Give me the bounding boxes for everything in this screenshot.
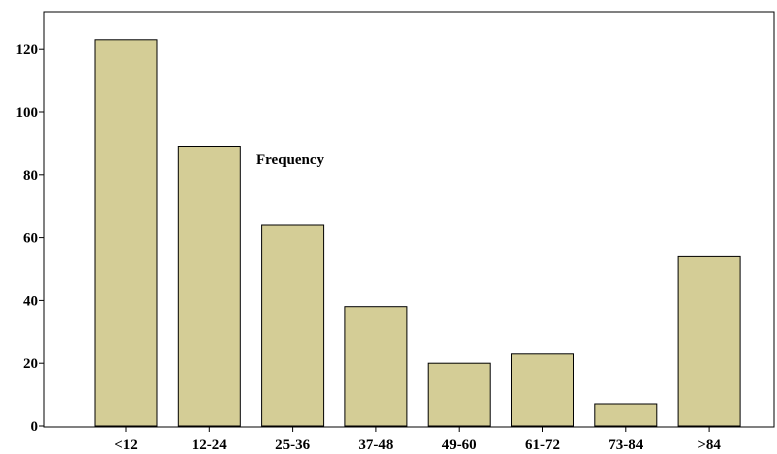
bar-5 (511, 353, 574, 427)
x-tick-label: >84 (697, 437, 721, 453)
y-tick-label: 60 (23, 231, 38, 247)
bar-3 (344, 306, 408, 427)
y-tick-label: 0 (31, 419, 39, 435)
x-tick-label: <12 (114, 437, 138, 453)
bar-7 (677, 255, 741, 427)
bar-0 (94, 39, 158, 427)
y-axis: 0 20 40 60 80 100 120 (16, 42, 44, 435)
x-tick-label: 49-60 (442, 437, 477, 453)
x-tick-label: 25-36 (275, 437, 310, 453)
x-tick-label: 73-84 (608, 437, 643, 453)
bar-2 (261, 224, 325, 427)
x-tick-label: 61-72 (525, 437, 560, 453)
bar-4 (427, 362, 491, 427)
y-tick-label: 120 (16, 42, 39, 58)
x-axis: <12 12-24 25-36 37-48 49-60 61-72 73-84 >84 (114, 427, 721, 453)
frequency-annotation: Frequency (256, 152, 325, 168)
y-tick-label: 20 (23, 356, 38, 372)
x-tick-label: 12-24 (192, 437, 227, 453)
x-tick-label: 37-48 (358, 437, 393, 453)
y-tick-label: 100 (16, 105, 39, 121)
y-tick-label: 40 (23, 293, 38, 309)
bar-1 (177, 146, 241, 427)
bar-6 (594, 403, 658, 427)
y-tick-label: 80 (23, 168, 38, 184)
bars (94, 39, 741, 427)
plot-area (43, 11, 775, 428)
